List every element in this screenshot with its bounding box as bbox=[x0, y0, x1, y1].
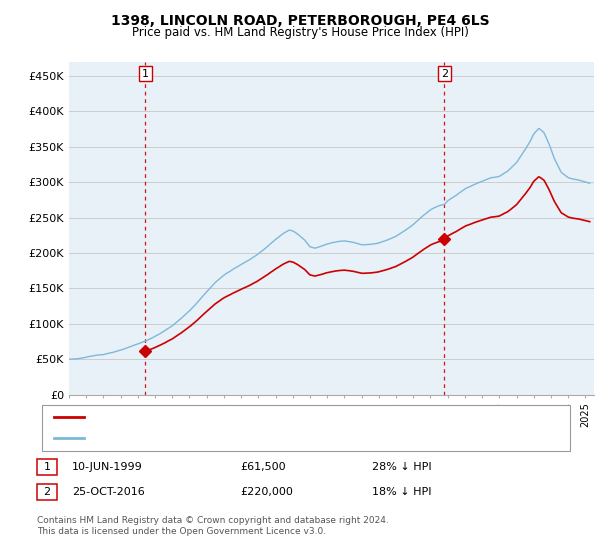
Text: HPI: Average price, detached house, City of Peterborough: HPI: Average price, detached house, City… bbox=[93, 433, 394, 444]
Text: 10-JUN-1999: 10-JUN-1999 bbox=[72, 462, 143, 472]
Text: 1: 1 bbox=[44, 462, 50, 472]
Text: 1: 1 bbox=[142, 69, 149, 78]
Text: 28% ↓ HPI: 28% ↓ HPI bbox=[372, 462, 431, 472]
Text: 2: 2 bbox=[44, 487, 50, 497]
Text: 1398, LINCOLN ROAD, PETERBOROUGH, PE4 6LS (detached house): 1398, LINCOLN ROAD, PETERBOROUGH, PE4 6L… bbox=[93, 412, 442, 422]
Text: £220,000: £220,000 bbox=[240, 487, 293, 497]
Text: 1398, LINCOLN ROAD, PETERBOROUGH, PE4 6LS: 1398, LINCOLN ROAD, PETERBOROUGH, PE4 6L… bbox=[110, 14, 490, 28]
Text: 18% ↓ HPI: 18% ↓ HPI bbox=[372, 487, 431, 497]
Text: 25-OCT-2016: 25-OCT-2016 bbox=[72, 487, 145, 497]
Text: £61,500: £61,500 bbox=[240, 462, 286, 472]
Text: Contains HM Land Registry data © Crown copyright and database right 2024.
This d: Contains HM Land Registry data © Crown c… bbox=[37, 516, 389, 536]
Text: 2: 2 bbox=[441, 69, 448, 78]
Text: Price paid vs. HM Land Registry's House Price Index (HPI): Price paid vs. HM Land Registry's House … bbox=[131, 26, 469, 39]
